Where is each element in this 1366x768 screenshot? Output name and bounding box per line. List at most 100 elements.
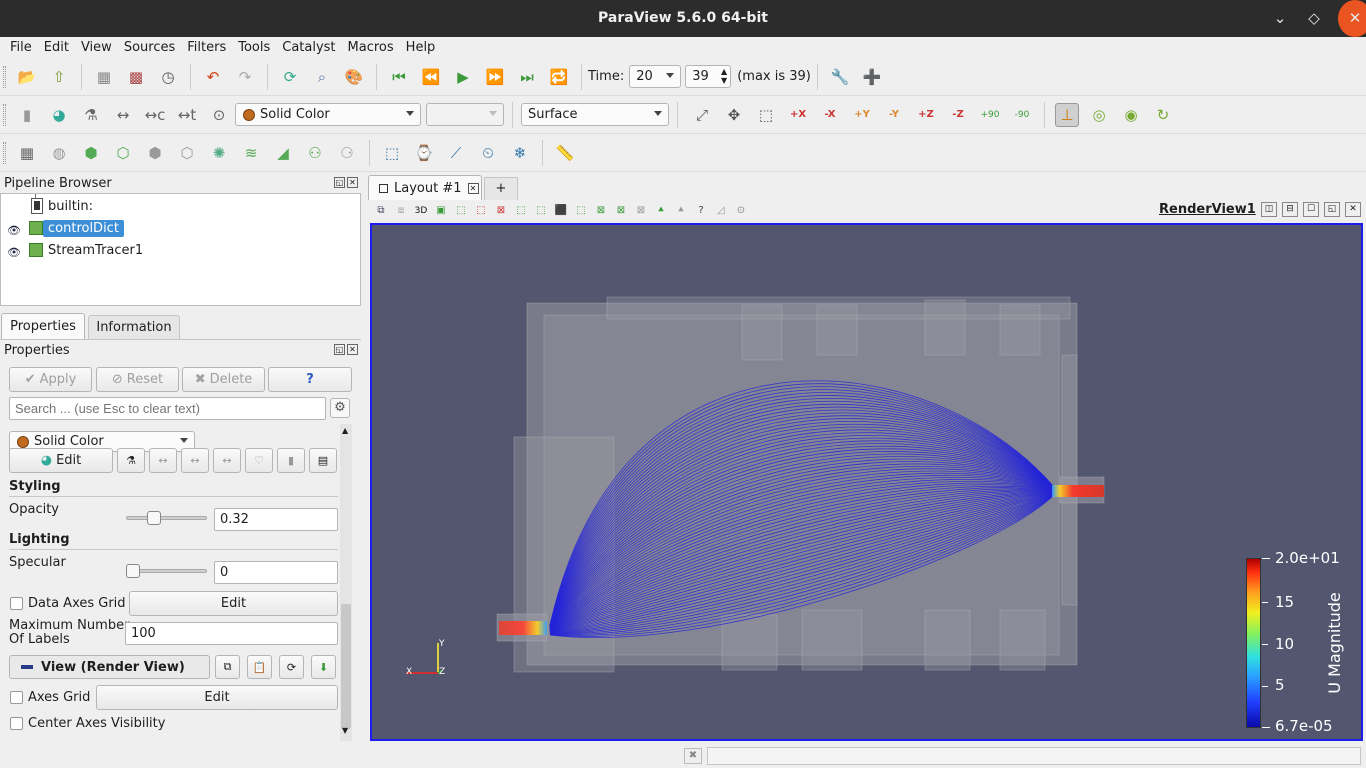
clear-selection-icon[interactable]: ⊠ xyxy=(636,205,646,216)
hover-points-icon[interactable]: ⊠ xyxy=(596,205,606,216)
eye-icon[interactable]: 👁 xyxy=(7,224,21,237)
rescale-range-button[interactable]: ↔ xyxy=(149,448,177,473)
choose-preset-button[interactable]: ♡ xyxy=(245,448,273,473)
edit-color-map-icon[interactable]: ◕ xyxy=(52,105,66,124)
reset-view-button[interactable]: ⟳ xyxy=(279,655,304,679)
plot-data-over-time-icon[interactable]: ⏲ xyxy=(482,143,494,162)
scroll-up-icon[interactable]: ▲ xyxy=(342,426,349,435)
auto-apply-icon[interactable]: ◷ xyxy=(161,67,175,86)
load-state-icon[interactable]: ⇧ xyxy=(52,67,66,86)
view-section-header[interactable]: View (Render View) xyxy=(9,655,210,679)
slice-icon[interactable]: ⬡ xyxy=(116,143,130,162)
reset-range-button[interactable]: ⚗ xyxy=(117,448,145,473)
disconnect-icon[interactable]: ▩ xyxy=(128,67,144,86)
help-button[interactable]: ? xyxy=(268,367,352,392)
maximize-view-icon[interactable]: ☐ xyxy=(1303,202,1319,217)
reset-session-icon[interactable]: ⟳ xyxy=(283,67,297,86)
pick-center-icon[interactable]: ↻ xyxy=(1156,105,1170,124)
center-axes-visibility-checkbox[interactable] xyxy=(10,717,23,730)
eye-icon[interactable]: 👁 xyxy=(7,246,21,259)
time-combo[interactable]: 20 xyxy=(629,65,682,88)
pipeline-item-streamtracer1[interactable]: StreamTracer1 xyxy=(48,243,144,258)
close-view-icon[interactable]: ✕ xyxy=(1345,202,1361,217)
select-points-through-icon[interactable]: ⬚ xyxy=(516,205,526,216)
undo-icon[interactable]: ↶ xyxy=(206,67,220,86)
show-center-icon[interactable]: ◎ xyxy=(1092,105,1106,124)
python-shell-icon[interactable]: 🔧 xyxy=(830,67,850,86)
annotation-icon[interactable]: ⊙ xyxy=(736,205,746,216)
zoom-to-data-icon[interactable]: ✥ xyxy=(727,105,741,124)
glyph-icon[interactable]: ✺ xyxy=(212,143,226,162)
rescale-custom-button[interactable]: ↔ xyxy=(181,448,209,473)
capture-screenshot-icon[interactable]: ⧉ xyxy=(377,205,385,216)
rescale-visible-icon[interactable]: ⊙ xyxy=(212,105,226,124)
color-legend-bar[interactable] xyxy=(1246,558,1261,728)
add-layout-tab[interactable]: + xyxy=(484,177,518,200)
max-labels-field[interactable]: 100 xyxy=(125,622,338,645)
find-data-icon[interactable]: ⌕ xyxy=(317,67,327,86)
loop-icon[interactable]: 🔁 xyxy=(549,67,569,86)
tab-properties[interactable]: Properties xyxy=(1,313,85,339)
last-frame-icon[interactable]: ⏭ xyxy=(520,67,534,86)
calculator-icon[interactable]: ▦ xyxy=(19,143,35,162)
abort-icon[interactable]: ✖ xyxy=(684,748,702,764)
representation-combo[interactable]: Surface xyxy=(521,103,669,126)
edit-color-map-button[interactable]: ◕ Edit xyxy=(9,448,113,473)
menu-edit[interactable]: Edit xyxy=(43,40,69,55)
select-blocks-icon[interactable]: ⬛ xyxy=(554,205,568,216)
view-plus-y-icon[interactable]: +Y xyxy=(854,109,870,120)
view-minus-z-icon[interactable]: -Z xyxy=(952,109,964,120)
view-minus-x-icon[interactable]: -X xyxy=(824,109,836,120)
plot-over-line-icon[interactable]: ⟋ xyxy=(450,143,462,162)
toggle-legend-button[interactable]: ▮ xyxy=(277,448,305,473)
maximize-icon[interactable]: ◇ xyxy=(1308,9,1320,27)
menu-view[interactable]: View xyxy=(80,40,112,55)
rescale-time-button[interactable]: ↔ xyxy=(213,448,241,473)
reset-center-icon[interactable]: ◉ xyxy=(1124,105,1138,124)
warp-vector-icon[interactable]: ◢ xyxy=(277,143,289,162)
rescale-data-range-icon[interactable]: ↔ xyxy=(116,105,130,124)
extract-level-icon[interactable]: ⚆ xyxy=(340,143,354,162)
rotate-minus-90-icon[interactable]: -90 xyxy=(1014,109,1030,120)
split-vertical-icon[interactable]: ⊟ xyxy=(1282,202,1298,217)
plot-selection-over-time-icon[interactable]: ⌚ xyxy=(414,143,434,162)
split-horizontal-icon[interactable]: ◫ xyxy=(1261,202,1277,217)
toggle-3d-button[interactable]: 3D xyxy=(414,205,428,216)
close-layout-icon[interactable]: ✕ xyxy=(467,182,479,194)
reset-button[interactable]: ⊘ Reset xyxy=(96,367,179,392)
float-view-icon[interactable]: ◱ xyxy=(1324,202,1340,217)
float-panel-icon[interactable]: ◱ xyxy=(334,344,345,355)
save-view-defaults-button[interactable]: ⬇ xyxy=(311,655,336,679)
connect-icon[interactable]: ▦ xyxy=(96,67,112,86)
menu-file[interactable]: File xyxy=(10,40,32,55)
clip-icon[interactable]: ⬢ xyxy=(84,143,98,162)
zoom-to-box-icon[interactable]: ⬚ xyxy=(758,105,774,124)
add-macro-icon[interactable]: ➕ xyxy=(862,67,882,86)
camera-icon[interactable]: ▣ xyxy=(436,205,446,216)
specular-field[interactable]: 0 xyxy=(214,561,338,584)
menu-tools[interactable]: Tools xyxy=(238,40,271,55)
redo-icon[interactable]: ↷ xyxy=(238,67,252,86)
axes-grid-checkbox[interactable] xyxy=(10,691,23,704)
rotate-plus-90-icon[interactable]: +90 xyxy=(980,109,1000,120)
delete-button[interactable]: ✖ Delete xyxy=(182,367,265,392)
copy-view-button[interactable]: ⧉ xyxy=(215,655,240,679)
query-selection-icon[interactable]: ? xyxy=(698,205,704,216)
properties-scrollbar[interactable]: ▲ ▼ xyxy=(340,424,352,741)
view-minus-y-icon[interactable]: -Y xyxy=(889,109,899,120)
pipeline-item-controldict[interactable]: controlDict xyxy=(43,220,124,237)
reset-camera-icon[interactable]: ⤢ xyxy=(695,105,708,124)
group-datasets-icon[interactable]: ⚇ xyxy=(308,143,322,162)
contour-icon[interactable]: ◍ xyxy=(52,143,66,162)
data-axes-grid-checkbox[interactable] xyxy=(10,597,23,610)
color-mode-combo[interactable]: Solid Color xyxy=(235,103,421,126)
rescale-custom-icon[interactable]: ↔c xyxy=(144,105,166,124)
specular-slider-handle[interactable] xyxy=(126,564,140,578)
data-axes-grid-edit-button[interactable]: Edit xyxy=(129,591,338,616)
lock-view-size-icon[interactable]: ⧈ xyxy=(397,205,405,216)
menu-macros[interactable]: Macros xyxy=(347,40,394,55)
render-view[interactable]: Y X Z 2.0e+01 15 10 5 6.7e-05 U Magnitud… xyxy=(370,223,1363,741)
first-frame-icon[interactable]: ⏮ xyxy=(392,67,406,86)
threshold-icon[interactable]: ⬢ xyxy=(148,143,162,162)
select-cells-through-icon[interactable]: ⊠ xyxy=(496,205,506,216)
